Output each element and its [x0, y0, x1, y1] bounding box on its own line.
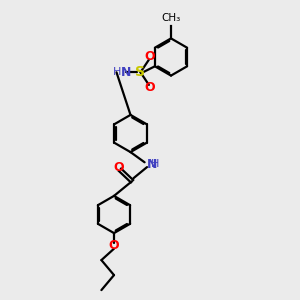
Text: H: H — [151, 159, 160, 169]
Text: O: O — [113, 161, 124, 174]
Text: O: O — [109, 238, 119, 252]
Text: N: N — [121, 66, 131, 79]
Text: CH₃: CH₃ — [161, 13, 181, 23]
Text: O: O — [144, 81, 154, 94]
Text: S: S — [136, 65, 146, 79]
Text: O: O — [144, 50, 154, 63]
Text: H: H — [113, 67, 121, 77]
Text: N: N — [147, 158, 158, 171]
